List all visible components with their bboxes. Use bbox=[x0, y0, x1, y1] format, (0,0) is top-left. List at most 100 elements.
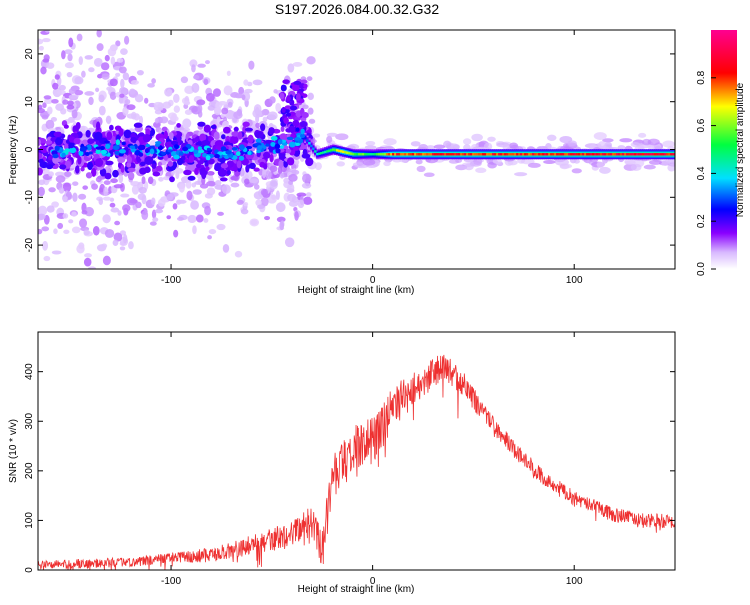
speckle bbox=[154, 117, 159, 124]
ridge-segment bbox=[466, 153, 469, 156]
speckle bbox=[118, 95, 124, 104]
speckle bbox=[187, 139, 193, 146]
ridge-segment bbox=[340, 150, 343, 153]
ridge-segment bbox=[584, 153, 587, 156]
speckle bbox=[187, 175, 196, 181]
speckle bbox=[117, 156, 126, 163]
speckle bbox=[336, 161, 345, 167]
speckle bbox=[560, 163, 572, 169]
speckle bbox=[42, 102, 47, 109]
speckle bbox=[567, 140, 577, 147]
speckle bbox=[130, 136, 138, 143]
ridge-segment bbox=[528, 153, 531, 156]
speckle bbox=[291, 164, 297, 170]
speckle bbox=[273, 89, 278, 94]
speckle bbox=[221, 134, 226, 140]
speckle bbox=[63, 143, 69, 150]
speckle bbox=[225, 150, 232, 155]
ridge-segment bbox=[562, 153, 565, 156]
speckle bbox=[144, 156, 154, 165]
speckle bbox=[364, 145, 377, 150]
speckle bbox=[269, 96, 276, 104]
ridge-segment bbox=[410, 153, 413, 156]
speckle bbox=[284, 237, 295, 248]
speckle bbox=[109, 78, 118, 87]
speckle bbox=[152, 217, 159, 222]
ridge-segment bbox=[424, 153, 427, 156]
speckle bbox=[300, 128, 305, 135]
speckle bbox=[275, 202, 286, 213]
speckle bbox=[247, 150, 252, 155]
ridge-segment bbox=[470, 153, 473, 156]
speckle bbox=[118, 149, 126, 154]
speckle bbox=[126, 104, 136, 111]
speckle bbox=[207, 105, 216, 111]
speckle bbox=[292, 146, 300, 151]
ridge-segment bbox=[588, 153, 591, 156]
speckle bbox=[101, 73, 110, 80]
speckle bbox=[184, 100, 191, 106]
speckle bbox=[234, 250, 243, 258]
speckle bbox=[253, 167, 260, 172]
speckle bbox=[118, 66, 127, 74]
ridge-segment bbox=[428, 153, 431, 156]
speckle bbox=[43, 95, 52, 100]
speckle bbox=[94, 131, 103, 141]
speckle bbox=[38, 186, 45, 197]
speckle bbox=[134, 94, 144, 103]
speckle bbox=[306, 76, 313, 81]
speckle bbox=[233, 163, 238, 173]
speckle bbox=[38, 179, 46, 186]
speckle bbox=[102, 255, 111, 266]
speckle bbox=[203, 218, 209, 223]
speckle bbox=[289, 141, 296, 148]
speckle bbox=[300, 79, 308, 84]
speckle bbox=[93, 57, 103, 67]
ridge-segment bbox=[552, 153, 555, 156]
speckle bbox=[76, 244, 85, 254]
speckle bbox=[279, 221, 285, 231]
speckle bbox=[130, 79, 139, 85]
speckle bbox=[126, 156, 132, 164]
ridge-segment bbox=[370, 153, 373, 156]
speckle bbox=[86, 144, 92, 151]
speckle bbox=[187, 214, 197, 224]
speckle bbox=[110, 56, 116, 66]
ridge-segment bbox=[658, 153, 661, 156]
speckle bbox=[267, 111, 278, 120]
speckle bbox=[68, 219, 74, 224]
speckle bbox=[151, 163, 157, 170]
speckle bbox=[115, 40, 121, 47]
speckle bbox=[129, 145, 136, 150]
speckle bbox=[114, 220, 121, 226]
speckle bbox=[455, 164, 468, 171]
speckle bbox=[38, 138, 42, 147]
speckle bbox=[291, 84, 300, 92]
speckle bbox=[63, 124, 69, 129]
speckle bbox=[470, 143, 479, 151]
speckle bbox=[115, 72, 121, 77]
chart-title: S197.2026.084.00.32.G32 bbox=[275, 1, 439, 17]
speckle bbox=[137, 144, 144, 151]
speckle bbox=[110, 207, 120, 213]
speckle bbox=[122, 204, 131, 212]
snr-panel: -100 0 100 0 100 200 300 400 Height of straight… bbox=[8, 331, 676, 595]
speckle bbox=[107, 47, 117, 57]
speckle bbox=[180, 76, 189, 84]
speckle bbox=[205, 166, 210, 172]
speckle bbox=[227, 101, 233, 108]
speckle bbox=[74, 76, 84, 85]
speckle bbox=[282, 79, 290, 85]
speckle bbox=[67, 53, 73, 62]
speckle bbox=[159, 116, 169, 124]
colorbar-tick-label: 0.8 bbox=[696, 70, 707, 84]
speckle bbox=[38, 152, 43, 160]
ridge-segment bbox=[512, 153, 515, 156]
speckle bbox=[293, 80, 302, 86]
speckle bbox=[112, 169, 119, 178]
speckle bbox=[85, 129, 91, 138]
spectrogram-heatmap bbox=[38, 30, 675, 269]
ridge-segment bbox=[598, 153, 601, 156]
speckle bbox=[83, 229, 90, 236]
